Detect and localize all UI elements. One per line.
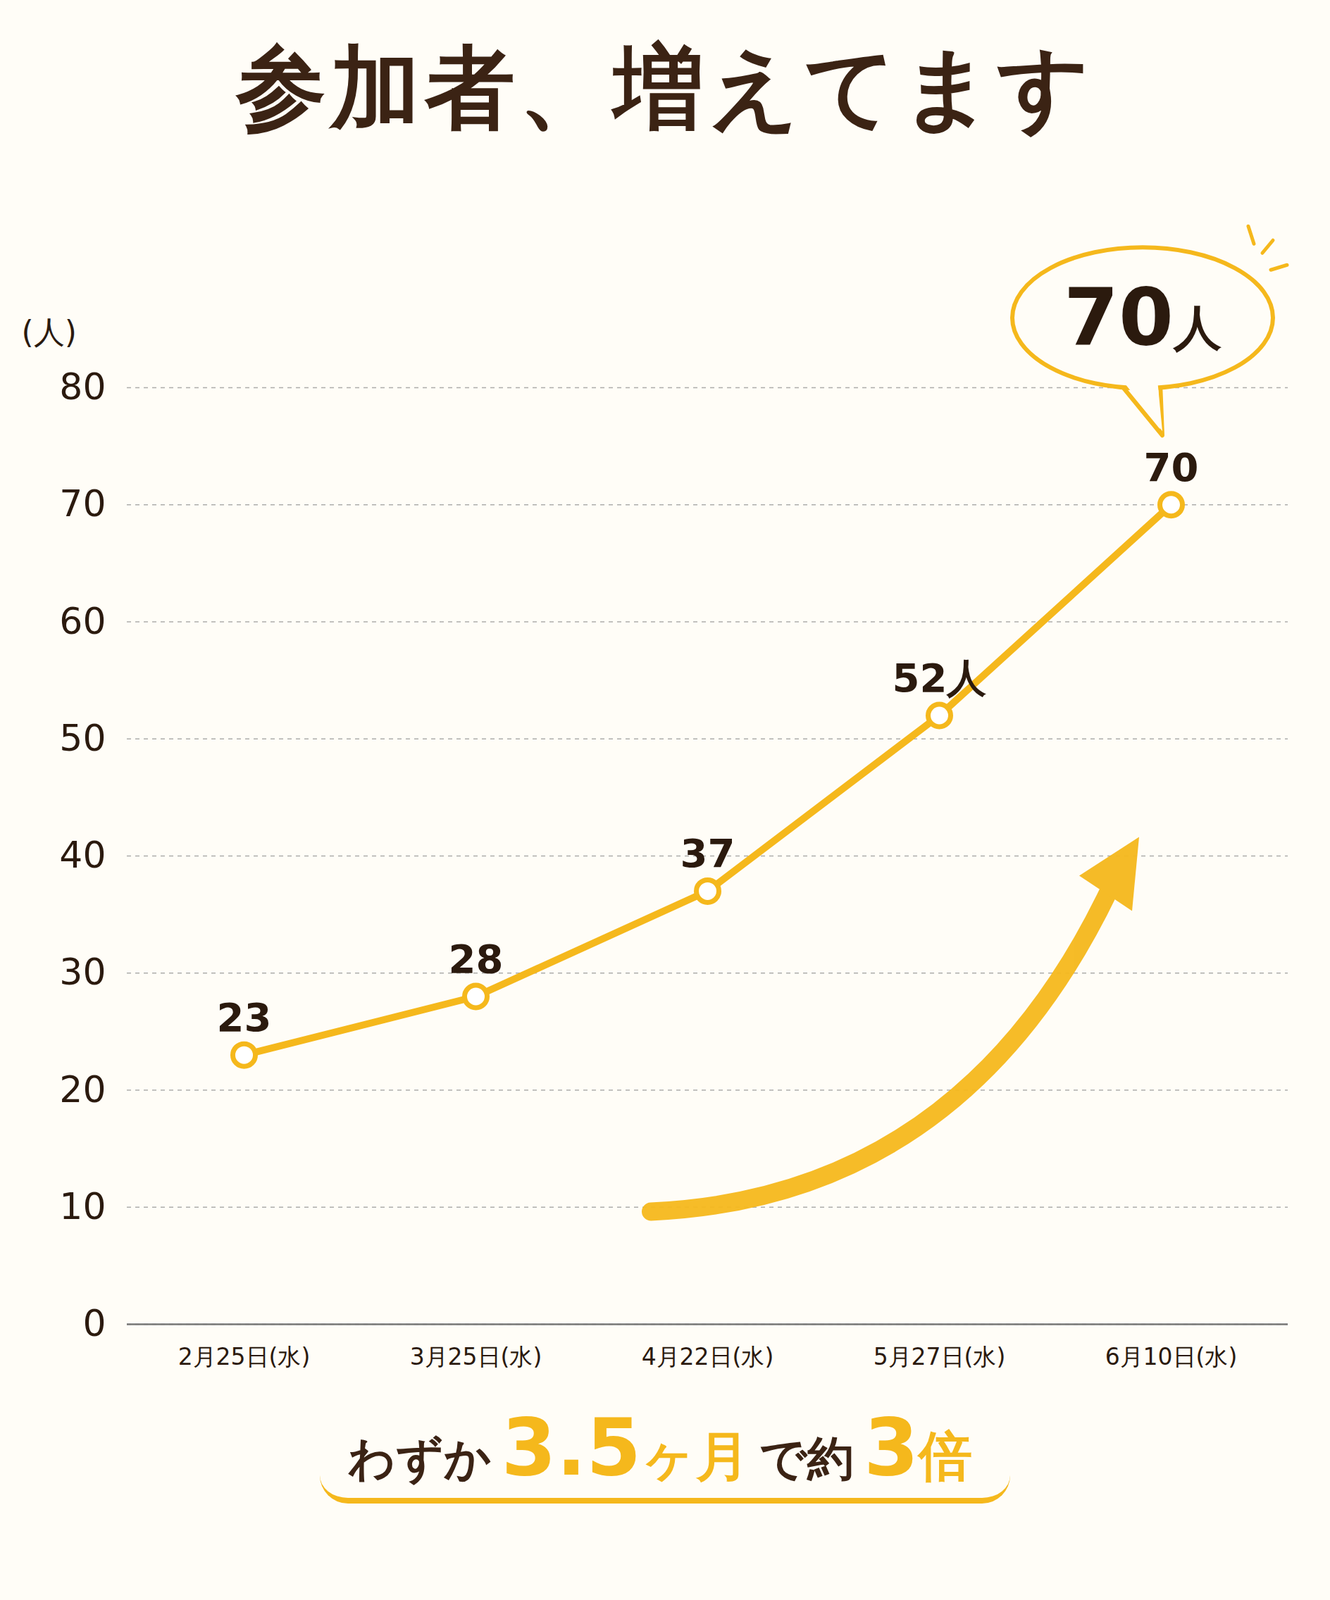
svg-text:0: 0: [82, 1302, 106, 1345]
svg-text:23: 23: [216, 994, 272, 1041]
svg-text:70: 70: [59, 482, 106, 525]
svg-text:37: 37: [680, 830, 736, 877]
svg-text:30: 30: [59, 951, 106, 994]
svg-text:52人: 52人: [892, 655, 987, 701]
svg-text:2月25日(水): 2月25日(水): [178, 1343, 311, 1371]
svg-text:80: 80: [59, 365, 106, 408]
html-text:わずか3.5ヶ月 で約3倍: わずか3.5ヶ月 で約3倍: [347, 1401, 973, 1494]
svg-text:(人): (人): [21, 314, 77, 351]
svg-text:70人: 70人: [1063, 271, 1222, 363]
svg-text:3月25日(水): 3月25日(水): [409, 1343, 543, 1371]
svg-text:6月10日(水): 6月10日(水): [1105, 1343, 1238, 1371]
svg-text:5月27日(水): 5月27日(水): [873, 1343, 1006, 1371]
svg-text:70: 70: [1144, 444, 1199, 491]
svg-text:28: 28: [448, 936, 504, 983]
svg-text:10: 10: [59, 1185, 106, 1228]
svg-text:40: 40: [59, 834, 106, 877]
svg-text:60: 60: [59, 600, 106, 643]
svg-text:50: 50: [59, 717, 106, 760]
html-text:参加者、増えてます: 参加者、増えてます: [235, 35, 1095, 141]
svg-text:4月22日(水): 4月22日(水): [641, 1343, 775, 1371]
svg-text:20: 20: [59, 1068, 106, 1111]
